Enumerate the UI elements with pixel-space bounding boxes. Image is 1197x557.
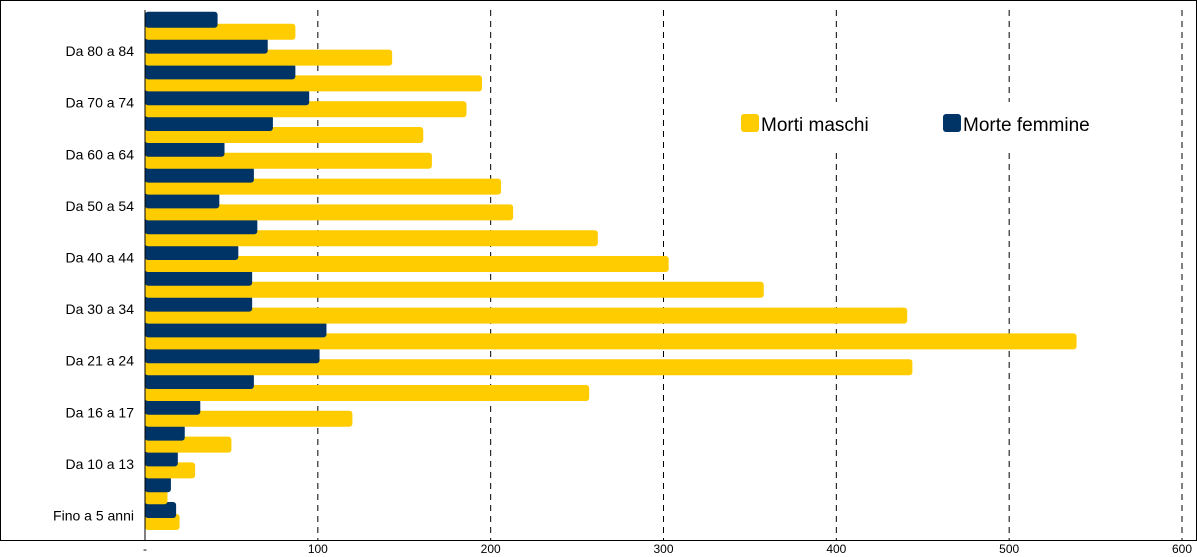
bar-morti-maschi-12 xyxy=(145,204,514,221)
bar-morte-femmine-8 xyxy=(145,295,253,312)
x-axis-ticks: - 100 200 300 400 500 600 xyxy=(143,542,1192,556)
category-label-2: Da 10 a 13 xyxy=(66,456,135,472)
bar-morte-femmine-12 xyxy=(145,192,220,209)
gridlines xyxy=(317,10,1183,541)
bar-morte-femmine-2 xyxy=(145,450,178,467)
category-label-6: Da 21 a 24 xyxy=(66,353,135,369)
bar-morte-femmine-18 xyxy=(145,37,268,54)
legend: Morti maschi Morte femmine xyxy=(720,102,1160,152)
x-tick-label-4: 400 xyxy=(826,542,846,556)
x-tick-label-2: 200 xyxy=(481,542,501,556)
category-label-14: Da 60 a 64 xyxy=(66,146,135,162)
bar-morti-maschi-5 xyxy=(145,385,590,401)
category-label-10: Da 40 a 44 xyxy=(66,250,135,266)
y-axis-labels: Fino a 5 anni Da 10 a 13 Da 16 a 17 Da 21 a… xyxy=(53,43,134,523)
bar-morte-femmine-10 xyxy=(145,244,239,260)
bar-morti-maschi-9 xyxy=(145,281,764,298)
category-label-4: Da 16 a 17 xyxy=(66,404,135,420)
x-tick-label-0: - xyxy=(143,542,147,556)
bar-morte-femmine-4 xyxy=(145,398,201,415)
bar-morte-femmine-6 xyxy=(145,347,320,364)
bar-morte-femmine-1 xyxy=(145,476,171,493)
bar-morte-femmine-14 xyxy=(145,140,225,157)
bar-morti-maschi-8 xyxy=(145,307,908,324)
bar-morte-femmine-9 xyxy=(145,269,253,286)
category-label-8: Da 30 a 34 xyxy=(66,301,135,317)
bar-morte-femmine-19 xyxy=(145,11,218,28)
bar-morte-femmine-5 xyxy=(145,373,254,389)
category-label-18: Da 80 a 84 xyxy=(66,43,135,59)
bar-morte-femmine-3 xyxy=(145,424,185,441)
legend-label-morte-femmine: Morte femmine xyxy=(963,115,1090,136)
bar-morte-femmine-16 xyxy=(145,89,310,106)
bar-morti-maschi-7 xyxy=(145,333,1077,350)
bar-morti-maschi-11 xyxy=(145,230,598,247)
legend-swatch-morte-femmine xyxy=(943,114,961,132)
bar-morti-maschi-6 xyxy=(145,359,913,376)
bars xyxy=(145,11,1077,530)
category-label-16: Da 70 a 74 xyxy=(66,95,135,111)
bar-morte-femmine-11 xyxy=(145,218,258,235)
bar-morte-femmine-15 xyxy=(145,115,273,131)
x-tick-label-1: 100 xyxy=(308,542,328,556)
category-label-0: Fino a 5 anni xyxy=(53,508,134,524)
legend-background xyxy=(720,102,1160,152)
bar-morte-femmine-0 xyxy=(145,502,177,518)
category-label-12: Da 50 a 54 xyxy=(66,198,135,214)
x-tick-label-3: 300 xyxy=(653,542,673,556)
bar-morte-femmine-17 xyxy=(145,63,296,80)
bar-morte-femmine-7 xyxy=(145,321,327,338)
x-tick-label-5: 500 xyxy=(999,542,1019,556)
legend-swatch-morti-maschi xyxy=(741,114,759,132)
x-tick-label-6: 600 xyxy=(1172,542,1192,556)
legend-label-morti-maschi: Morti maschi xyxy=(761,115,869,136)
bar-morti-maschi-10 xyxy=(145,256,669,272)
bar-morte-femmine-13 xyxy=(145,166,254,183)
